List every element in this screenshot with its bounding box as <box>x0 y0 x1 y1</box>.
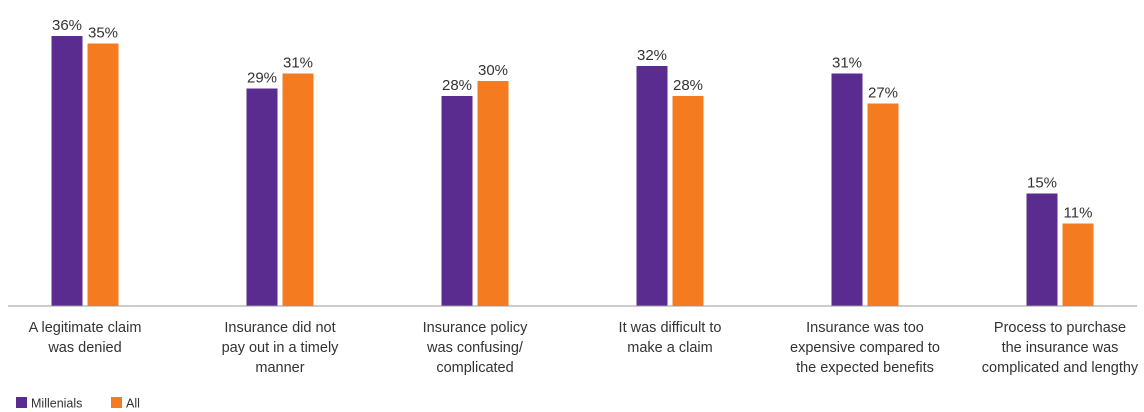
category-label-3-line-0: It was difficult to <box>619 320 722 336</box>
value-labels-group: 36% 35% 29% 31% 28% 30% 32% 28% 31% 27% 15% 11% <box>52 17 1092 222</box>
category-label-1-line-1: pay out in a timely <box>222 340 340 356</box>
value-label-millenials-5: 15% <box>1027 175 1057 192</box>
legend-swatch-all <box>111 397 122 408</box>
value-label-all-3: 28% <box>673 77 703 94</box>
value-label-all-1: 31% <box>283 55 313 72</box>
category-label-2-line-2: complicated <box>436 360 513 376</box>
value-label-millenials-4: 31% <box>832 55 862 72</box>
category-label-5-line-1: the insurance was <box>1002 340 1119 356</box>
category-label-5-line-0: Process to purchase <box>994 320 1126 336</box>
category-label-0-line-1: was denied <box>47 340 121 356</box>
category-label-4-line-0: Insurance was too <box>806 320 924 336</box>
value-label-millenials-3: 32% <box>637 47 667 64</box>
category-label-4-line-2: the expected benefits <box>796 360 934 376</box>
value-label-all-5: 11% <box>1064 205 1093 222</box>
bars-group <box>51 36 1094 306</box>
bar-all-4 <box>867 103 899 306</box>
value-label-millenials-1: 29% <box>247 70 277 87</box>
value-label-all-2: 30% <box>478 62 508 79</box>
category-label-0-line-0: A legitimate claim <box>29 320 142 336</box>
value-label-millenials-0: 36% <box>52 17 82 34</box>
value-label-all-4: 27% <box>868 85 898 102</box>
bar-all-3 <box>672 96 704 306</box>
category-label-5-line-2: complicated and lengthy <box>982 360 1139 376</box>
bar-millenials-5 <box>1026 193 1058 306</box>
bar-millenials-0 <box>51 36 83 306</box>
bar-all-5 <box>1062 223 1094 306</box>
bar-millenials-4 <box>831 73 863 306</box>
bar-all-2 <box>477 81 509 306</box>
value-label-millenials-2: 28% <box>442 77 472 94</box>
bar-millenials-3 <box>636 66 668 306</box>
bar-all-1 <box>282 73 314 306</box>
value-label-all-0: 35% <box>88 25 118 42</box>
bar-all-0 <box>87 43 119 306</box>
legend: Millenials All <box>16 397 140 411</box>
bar-millenials-2 <box>441 96 473 306</box>
category-label-2-line-0: Insurance policy <box>423 320 529 336</box>
category-labels-group: A legitimate claim was denied Insurance di… <box>29 320 1139 376</box>
bar-millenials-1 <box>246 88 278 306</box>
category-label-2-line-1: was confusing/ <box>426 340 524 356</box>
legend-swatch-millenials <box>16 397 27 408</box>
legend-label-all: All <box>126 397 140 411</box>
category-label-1-line-2: manner <box>255 360 304 376</box>
category-label-1-line-0: Insurance did not <box>224 320 335 336</box>
category-label-3-line-1: make a claim <box>627 340 712 356</box>
legend-label-millenials: Millenials <box>31 397 82 411</box>
category-label-4-line-1: expensive compared to <box>790 340 940 356</box>
